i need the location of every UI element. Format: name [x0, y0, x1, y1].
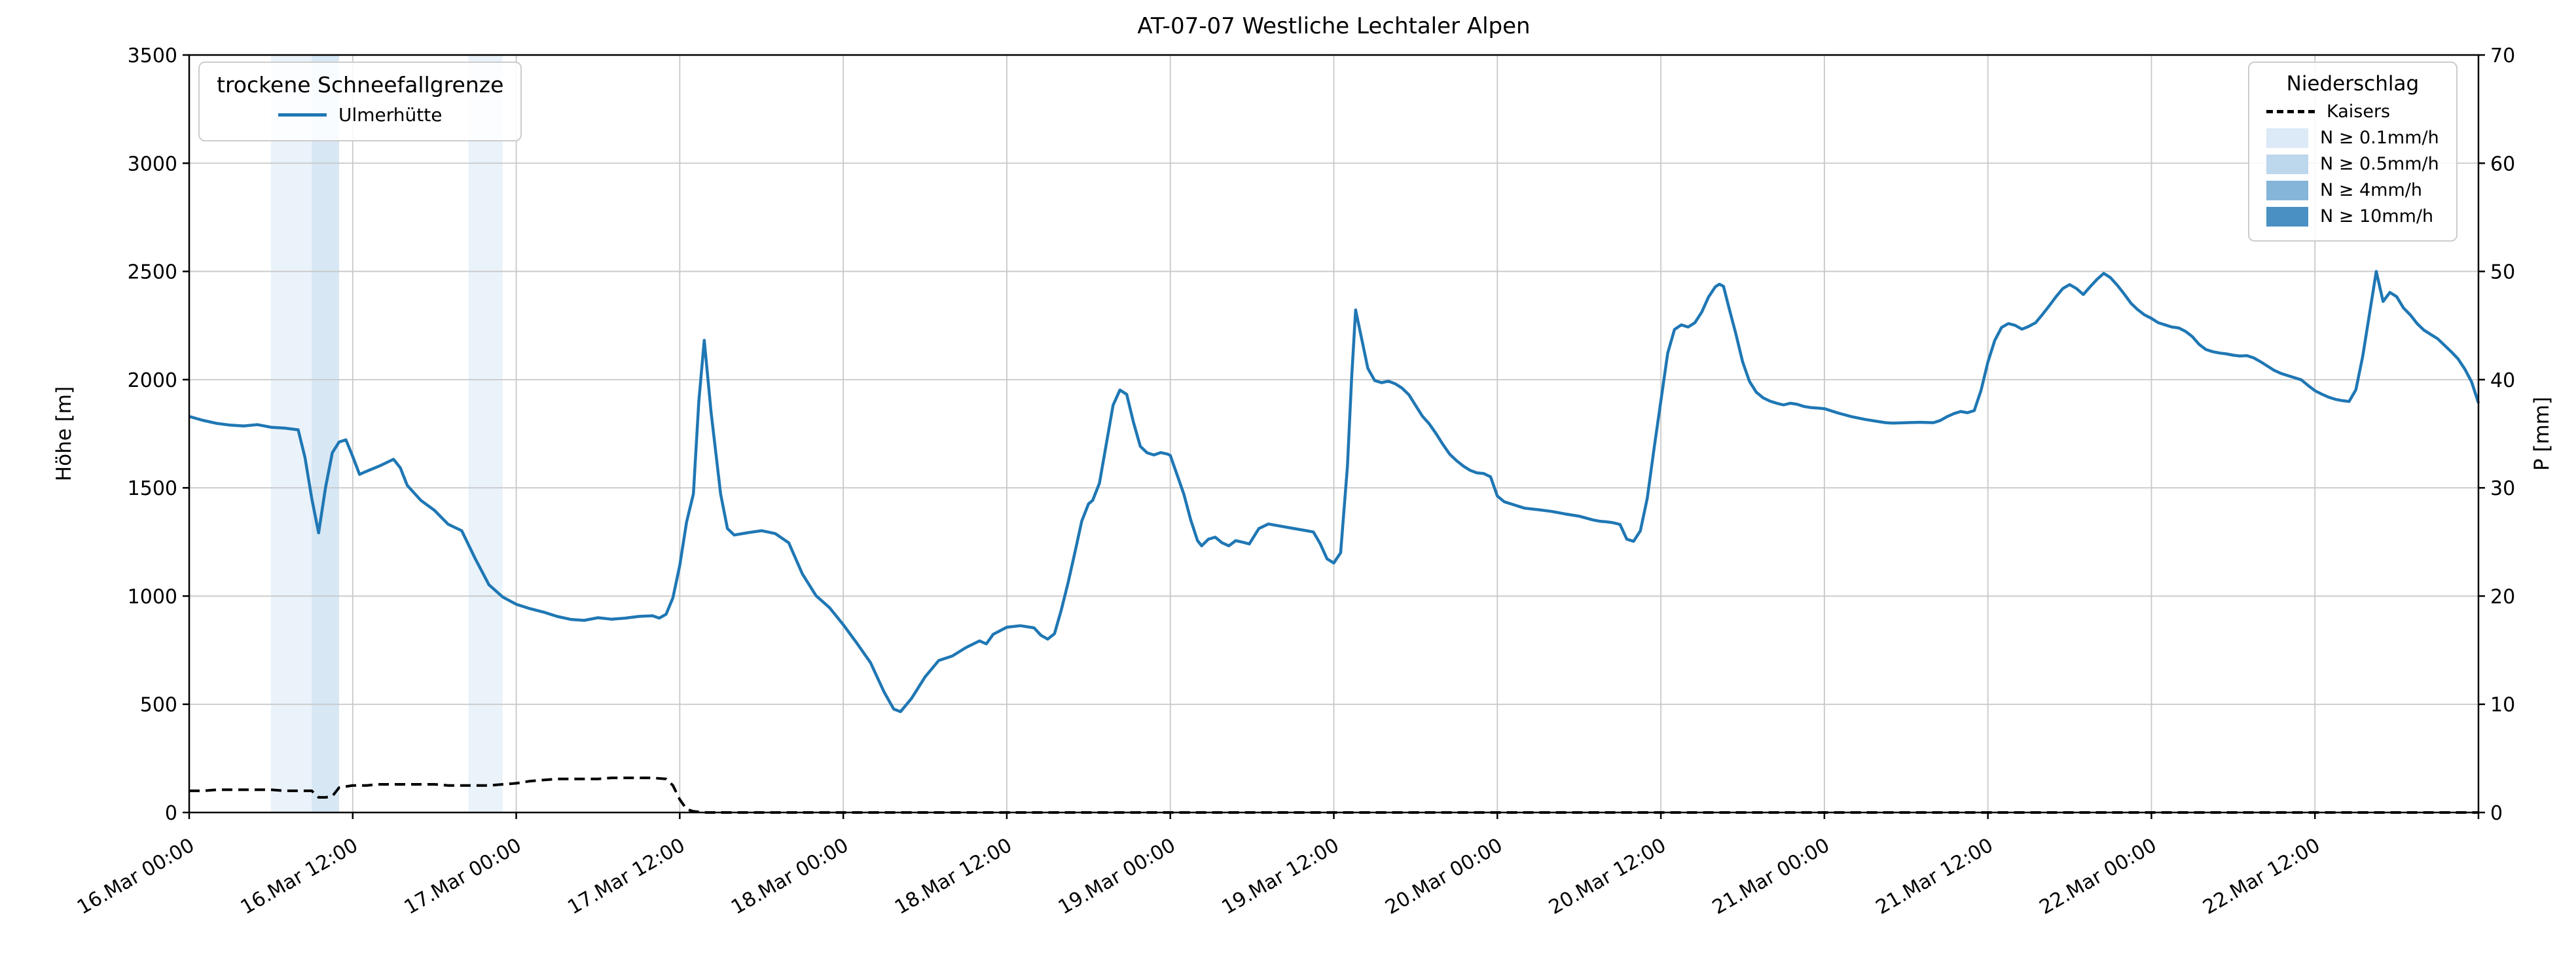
legend-entry-precip-01: N ≥ 0.1mm/h [2266, 128, 2439, 148]
y-left-tick-label: 1500 [128, 477, 177, 500]
x-tick-label: 20.Mar 00:00 [1381, 834, 1506, 919]
x-tick-label: 21.Mar 00:00 [1709, 834, 1834, 919]
legend-precipitation: Niederschlag Kaisers N ≥ 0.1mm/h N ≥ 0.5… [2248, 62, 2458, 242]
precip-4-label: N ≥ 4mm/h [2320, 180, 2422, 200]
y-right-tick-label: 30 [2490, 477, 2515, 500]
x-tick-label: 16.Mar 00:00 [73, 834, 198, 919]
x-tick-label: 17.Mar 12:00 [564, 834, 689, 919]
legend-entry-precip-10: N ≥ 10mm/h [2266, 206, 2439, 227]
ulmerhuette-label: Ulmerhütte [338, 104, 443, 126]
x-tick-label: 22.Mar 12:00 [2199, 834, 2324, 919]
precip-10-label: N ≥ 10mm/h [2320, 206, 2434, 227]
precip-05-label: N ≥ 0.5mm/h [2320, 154, 2439, 174]
legend-entry-precip-4: N ≥ 4mm/h [2266, 180, 2439, 200]
precip-band [270, 55, 312, 812]
y-right-tick-label: 20 [2490, 585, 2515, 608]
y-left-tick-label: 2500 [128, 261, 177, 284]
y-right-tick-label: 10 [2490, 694, 2515, 717]
precip-05-patch-swatch [2266, 154, 2308, 174]
kaisers-dashed-line-swatch [2266, 110, 2315, 113]
y-left-tick-label: 2000 [128, 369, 177, 392]
kaisers-label: Kaisers [2327, 101, 2391, 122]
y-right-tick-labels: 0 10 20 30 40 50 60 70 [2490, 45, 2515, 825]
y-left-tick-label: 3000 [128, 153, 177, 175]
x-tick-label: 19.Mar 12:00 [1218, 834, 1343, 919]
x-tick-labels: 16.Mar 00:00 16.Mar 12:00 17.Mar 00:00 17.M… [73, 834, 2324, 919]
y-right-tick-label: 50 [2490, 261, 2515, 284]
grid [189, 55, 2478, 812]
y-left-axis-label: Höhe [m] [52, 386, 76, 481]
precip-01-label: N ≥ 0.1mm/h [2320, 128, 2439, 148]
x-tick-label: 18.Mar 00:00 [727, 834, 852, 919]
y-right-axis-label: P [mm] [2530, 397, 2554, 471]
precip-4-patch-swatch [2266, 180, 2308, 200]
precip-10-patch-swatch [2266, 206, 2308, 227]
legend-entry-kaisers: Kaisers [2266, 101, 2439, 122]
y-right-tick-label: 70 [2490, 45, 2515, 67]
x-tick-label: 22.Mar 00:00 [2035, 834, 2160, 919]
tick-marks [183, 54, 2485, 819]
y-left-tick-label: 1000 [128, 585, 177, 608]
series-ulmerhütte [189, 270, 2480, 714]
legend-entry-ulmerhuette: Ulmerhütte [217, 104, 503, 126]
precip-01-patch-swatch [2266, 128, 2308, 148]
legend-snowfall-line: trockene Schneefallgrenze Ulmerhütte [198, 62, 522, 141]
x-tick-label: 21.Mar 12:00 [1872, 834, 1997, 919]
y-right-tick-label: 40 [2490, 369, 2515, 392]
ulmerhuette-line-swatch [278, 113, 327, 117]
precip-band [468, 55, 503, 812]
y-left-tick-label: 500 [140, 694, 177, 717]
legend-entry-precip-05: N ≥ 0.5mm/h [2266, 154, 2439, 174]
y-left-tick-label: 0 [165, 802, 177, 825]
y-right-tick-label: 0 [2490, 802, 2503, 825]
x-tick-label: 20.Mar 12:00 [1545, 834, 1670, 919]
chart-title: AT-07-07 Westliche Lechtaler Alpen [1137, 13, 1531, 39]
x-tick-label: 18.Mar 12:00 [891, 834, 1016, 919]
legend-snowfall-title: trockene Schneefallgrenze [217, 72, 504, 98]
y-left-tick-labels: 0 500 1000 1500 2000 2500 3000 3500 [128, 45, 177, 825]
x-tick-label: 17.Mar 00:00 [401, 834, 526, 919]
legend-precipitation-title: Niederschlag [2286, 72, 2420, 96]
y-right-tick-label: 60 [2490, 153, 2515, 175]
precip-bands [270, 55, 503, 812]
x-tick-label: 19.Mar 00:00 [1055, 834, 1180, 919]
y-left-tick-label: 3500 [128, 45, 177, 67]
precip-band [312, 55, 339, 812]
x-tick-label: 16.Mar 12:00 [237, 834, 362, 919]
